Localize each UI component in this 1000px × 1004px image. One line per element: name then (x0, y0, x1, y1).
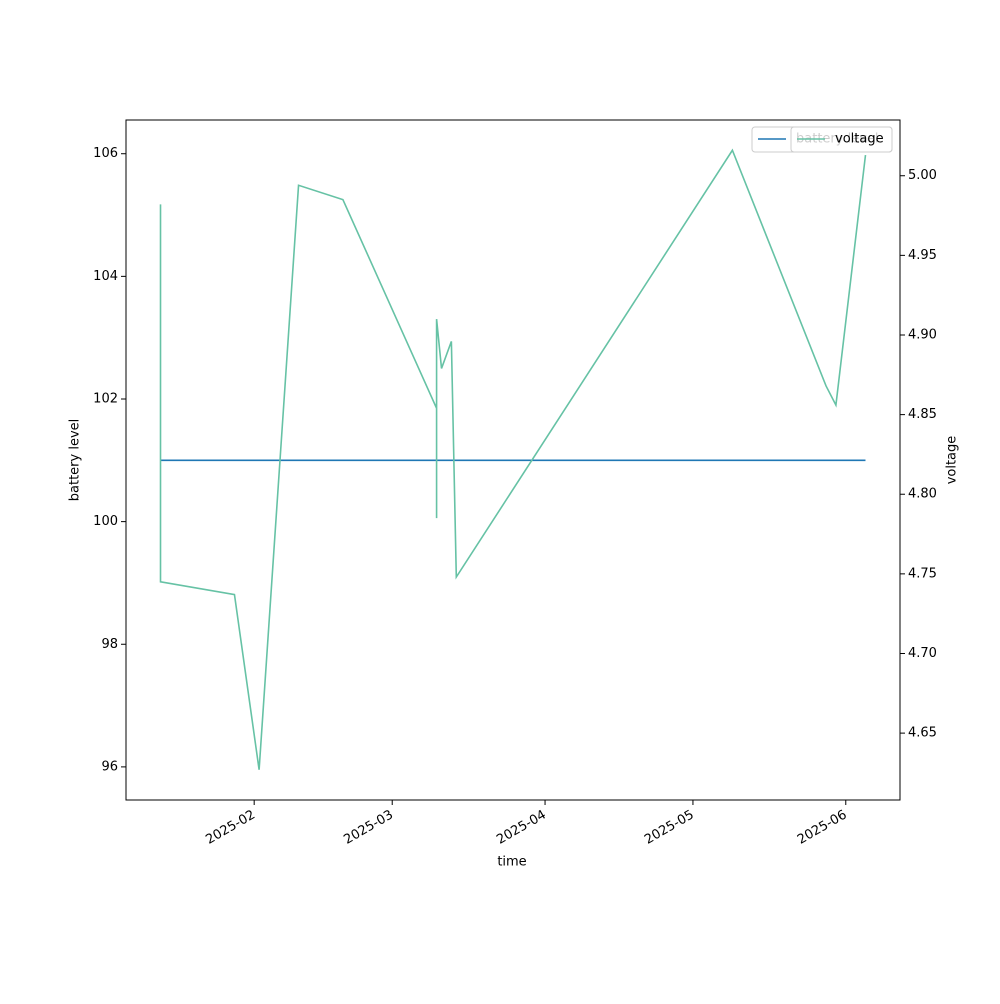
y-tick-label: 106 (93, 146, 118, 161)
y2-tick-label: 4.80 (908, 487, 937, 502)
x-tick-label: 2025-06 (795, 808, 850, 848)
y2-tick-label: 4.75 (908, 566, 937, 581)
x-tick-label: 2025-04 (494, 808, 549, 848)
legend-label: voltage (835, 132, 884, 147)
y-tick-label: 104 (93, 269, 118, 284)
y2-tick-label: 5.00 (908, 168, 937, 183)
legend-box (790, 126, 893, 153)
x-tick-label: 2025-05 (642, 808, 697, 848)
y2-tick-label: 4.65 (908, 726, 937, 741)
y-tick-label: 96 (101, 759, 118, 774)
y2-tick-label: 4.70 (908, 646, 937, 661)
y-tick-label: 98 (101, 637, 118, 652)
y2-tick-label: 4.95 (908, 248, 937, 263)
x-tick-label: 2025-03 (341, 808, 396, 848)
y-axis-label: battery level (68, 419, 83, 502)
plot-frame (125, 119, 901, 801)
y2-tick-label: 4.85 (908, 407, 937, 422)
series-line (159, 148, 867, 770)
y-tick-label: 102 (93, 391, 118, 406)
x-axis-label: time (497, 855, 526, 870)
y-tick-label: 100 (93, 514, 118, 529)
y2-tick-label: 4.90 (908, 327, 937, 342)
x-tick-label: 2025-02 (203, 808, 258, 848)
y2-axis-label: voltage (945, 436, 960, 485)
